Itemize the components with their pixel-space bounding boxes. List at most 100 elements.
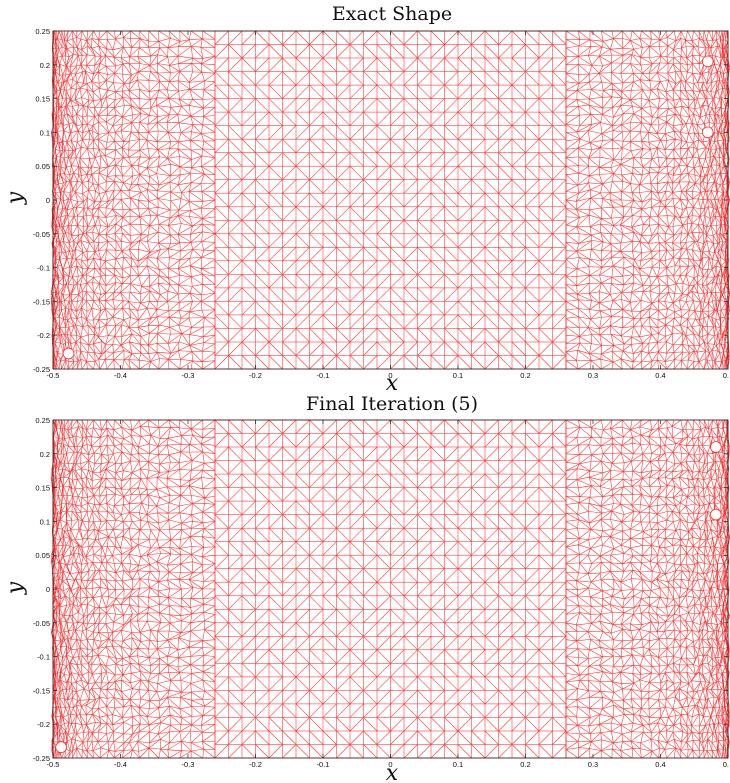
mesh-edge	[295, 71, 310, 86]
mesh-edge	[131, 113, 141, 123]
mesh-edge	[121, 141, 125, 148]
mesh-edge	[114, 105, 125, 108]
mesh-edge	[552, 139, 567, 153]
mesh-edge	[77, 139, 83, 143]
mesh-edge	[349, 84, 364, 99]
mesh-edge	[98, 249, 107, 251]
mesh-edge	[179, 88, 190, 100]
mesh-edge	[156, 352, 169, 360]
mesh-edge	[148, 132, 158, 142]
mesh-edge	[157, 114, 170, 123]
mesh-edge	[417, 152, 432, 167]
mesh-edge	[108, 125, 114, 133]
mesh-edge	[255, 71, 270, 86]
mesh-edge	[121, 327, 130, 337]
mesh-edge	[149, 115, 159, 117]
mesh-edge	[97, 134, 99, 140]
mesh-edge	[128, 301, 141, 304]
mesh-edge	[63, 113, 68, 117]
mesh-edge	[138, 317, 151, 321]
mesh-edge	[88, 189, 95, 203]
mesh-edge	[71, 251, 74, 259]
mesh-edge	[68, 294, 71, 302]
mesh-edge	[122, 105, 132, 118]
mesh-edge	[168, 223, 182, 226]
mesh-edge	[268, 220, 283, 234]
mesh-edge	[157, 191, 171, 199]
mesh-edge	[177, 80, 190, 90]
mesh-edge	[98, 172, 108, 177]
mesh-edge	[167, 301, 180, 303]
mesh-edge	[105, 55, 115, 58]
mesh-edge	[60, 208, 63, 217]
mesh-edge	[101, 275, 106, 277]
mesh-edge	[56, 131, 63, 143]
mesh-edge	[63, 224, 69, 228]
mesh-edge	[93, 258, 101, 261]
mesh-edge	[156, 105, 171, 108]
mesh-edge	[114, 274, 117, 283]
mesh-edge	[120, 182, 124, 191]
mesh-edge	[128, 79, 138, 91]
mesh-edge	[64, 173, 67, 182]
mesh-edge	[471, 111, 486, 126]
mesh-edge	[87, 106, 95, 109]
mesh-edge	[61, 105, 67, 115]
mesh-edge	[97, 207, 99, 217]
mesh-edge	[168, 302, 180, 312]
mesh-edge	[169, 209, 180, 219]
mesh-edge	[112, 115, 117, 126]
mesh-edge	[120, 333, 133, 346]
mesh-edge	[498, 57, 513, 72]
mesh-edge	[58, 182, 64, 185]
mesh-edge	[67, 319, 75, 327]
mesh-edge	[91, 81, 100, 89]
mesh-edge	[322, 274, 337, 289]
mesh-edge	[132, 352, 141, 355]
mesh-edge	[403, 166, 418, 180]
mesh-edge	[88, 334, 90, 346]
mesh-edge	[525, 274, 540, 289]
mesh-edge	[121, 277, 124, 284]
mesh-edge	[147, 333, 158, 346]
mesh-edge	[82, 325, 89, 328]
mesh-edge	[471, 125, 486, 140]
mesh-edge	[71, 308, 77, 312]
mesh-edge	[139, 115, 150, 123]
mesh-edge	[255, 301, 270, 316]
mesh-edge	[57, 74, 64, 84]
mesh-edge	[66, 283, 69, 285]
mesh-edge	[538, 260, 553, 275]
mesh-edge	[76, 316, 82, 320]
mesh-edge	[129, 216, 140, 225]
mesh-edge	[498, 44, 513, 59]
mesh-edge	[157, 283, 161, 295]
mesh-edge	[376, 71, 391, 86]
mesh-edge	[336, 274, 351, 289]
mesh-edge	[150, 352, 158, 362]
mesh-edge	[55, 311, 60, 318]
mesh-edge	[75, 181, 78, 193]
mesh-edge	[511, 98, 526, 113]
mesh-edge	[64, 326, 70, 336]
mesh-edge	[87, 258, 94, 269]
mesh-edge	[417, 30, 432, 45]
mesh-edge	[86, 319, 95, 329]
mesh-edge	[72, 79, 78, 83]
mesh-edge	[525, 125, 540, 140]
mesh-edge	[214, 166, 229, 180]
mesh-edge	[78, 290, 83, 295]
mesh-edge	[58, 46, 63, 50]
mesh-edge	[105, 292, 115, 294]
mesh-edge	[53, 108, 57, 115]
mesh-edge	[376, 260, 391, 275]
mesh-edge	[129, 266, 132, 276]
mesh-edge	[63, 181, 71, 192]
mesh-edge	[255, 139, 270, 153]
mesh-edge	[93, 275, 102, 278]
mesh-edge	[147, 325, 150, 334]
mesh-edge	[363, 301, 378, 316]
mesh-edge	[511, 260, 526, 275]
mesh-edge	[169, 284, 179, 295]
mesh-edge	[157, 326, 170, 334]
